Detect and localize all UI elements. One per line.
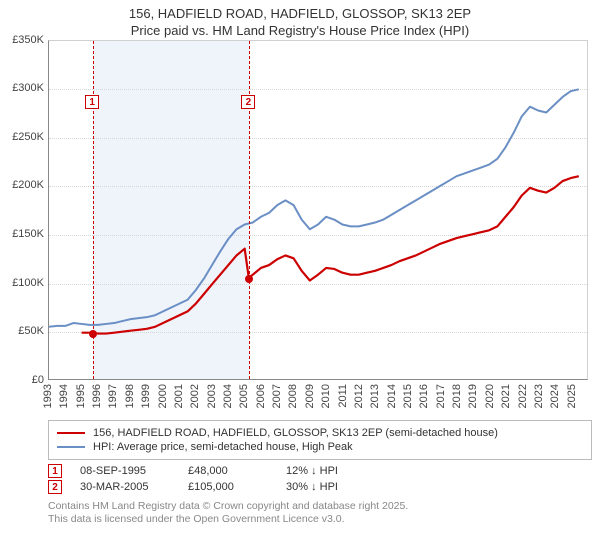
legend-item: 156, HADFIELD ROAD, HADFIELD, GLOSSOP, S… <box>57 427 583 439</box>
x-tick-label: 2015 <box>402 384 414 408</box>
x-axis: 1993199419951996199719981999200020012002… <box>48 380 588 420</box>
x-tick-label: 2007 <box>271 384 283 408</box>
sale-marker-box: 1 <box>48 464 62 478</box>
x-tick-label: 1999 <box>140 384 152 408</box>
x-tick-label: 2010 <box>320 384 332 408</box>
sale-marker-line <box>93 41 94 379</box>
sale-date: 08-SEP-1995 <box>80 465 170 477</box>
x-tick-label: 2014 <box>386 384 398 408</box>
legend-label: HPI: Average price, semi-detached house,… <box>93 441 353 453</box>
x-tick-label: 2012 <box>353 384 365 408</box>
y-tick-label: £250K <box>12 131 44 143</box>
x-tick-label: 2018 <box>451 384 463 408</box>
y-tick-label: £300K <box>12 82 44 94</box>
legend-label: 156, HADFIELD ROAD, HADFIELD, GLOSSOP, S… <box>93 427 498 439</box>
attribution-line1: Contains HM Land Registry data © Crown c… <box>48 500 592 513</box>
sale-price: £48,000 <box>188 465 268 477</box>
sale-date: 30-MAR-2005 <box>80 481 170 493</box>
legend: 156, HADFIELD ROAD, HADFIELD, GLOSSOP, S… <box>48 420 592 460</box>
sale-marker-box: 1 <box>85 95 99 109</box>
sale-delta: 30% ↓ HPI <box>286 481 376 493</box>
plot-area: 12 <box>48 40 588 380</box>
series-svg <box>49 41 587 379</box>
x-tick-label: 1994 <box>58 384 70 408</box>
x-tick-label: 2004 <box>222 384 234 408</box>
attribution: Contains HM Land Registry data © Crown c… <box>48 500 592 526</box>
x-tick-label: 2022 <box>517 384 529 408</box>
x-tick-label: 2005 <box>238 384 250 408</box>
sale-row: 2 30-MAR-2005 £105,000 30% ↓ HPI <box>48 480 592 494</box>
x-tick-label: 1997 <box>107 384 119 408</box>
y-tick-label: £350K <box>12 34 44 46</box>
attribution-line2: This data is licensed under the Open Gov… <box>48 513 592 526</box>
x-tick-label: 1998 <box>124 384 136 408</box>
x-tick-label: 2024 <box>549 384 561 408</box>
x-tick-label: 2001 <box>173 384 185 408</box>
x-tick-label: 2021 <box>500 384 512 408</box>
x-tick-label: 2019 <box>467 384 479 408</box>
legend-swatch <box>57 446 85 448</box>
y-tick-label: £200K <box>12 179 44 191</box>
x-tick-label: 2006 <box>255 384 267 408</box>
x-tick-label: 2023 <box>533 384 545 408</box>
sale-row: 1 08-SEP-1995 £48,000 12% ↓ HPI <box>48 464 592 478</box>
sale-price: £105,000 <box>188 481 268 493</box>
legend-swatch <box>57 432 85 434</box>
x-tick-label: 2013 <box>369 384 381 408</box>
y-tick-label: £100K <box>12 277 44 289</box>
x-tick-label: 2000 <box>157 384 169 408</box>
y-axis: £0£50K£100K£150K£200K£250K£300K£350K <box>0 40 48 380</box>
series-price_paid <box>82 176 579 333</box>
series-hpi <box>49 89 579 326</box>
sale-delta: 12% ↓ HPI <box>286 465 376 477</box>
sale-marker-box: 2 <box>241 95 255 109</box>
x-tick-label: 1996 <box>91 384 103 408</box>
sale-dot <box>89 330 97 338</box>
x-tick-label: 2009 <box>304 384 316 408</box>
sale-marker-box: 2 <box>48 480 62 494</box>
x-tick-label: 2008 <box>287 384 299 408</box>
x-tick-label: 2017 <box>435 384 447 408</box>
title-line2: Price paid vs. HM Land Registry's House … <box>0 23 600 40</box>
x-tick-label: 1993 <box>42 384 54 408</box>
y-tick-label: £150K <box>12 228 44 240</box>
x-tick-label: 2003 <box>206 384 218 408</box>
sales-table: 1 08-SEP-1995 £48,000 12% ↓ HPI 2 30-MAR-2005… <box>48 464 592 494</box>
x-tick-label: 2016 <box>418 384 430 408</box>
chart-area: £0£50K£100K£150K£200K£250K£300K£350K 12 … <box>0 40 600 420</box>
sale-dot <box>245 275 253 283</box>
sale-marker-line <box>249 41 250 379</box>
chart-title: 156, HADFIELD ROAD, HADFIELD, GLOSSOP, S… <box>0 0 600 40</box>
legend-item: HPI: Average price, semi-detached house,… <box>57 441 583 453</box>
x-tick-label: 2002 <box>189 384 201 408</box>
x-tick-label: 2011 <box>337 384 349 408</box>
x-tick-label: 2020 <box>484 384 496 408</box>
x-tick-label: 2025 <box>566 384 578 408</box>
x-tick-label: 1995 <box>75 384 87 408</box>
y-tick-label: £50K <box>18 325 44 337</box>
title-line1: 156, HADFIELD ROAD, HADFIELD, GLOSSOP, S… <box>0 6 600 23</box>
